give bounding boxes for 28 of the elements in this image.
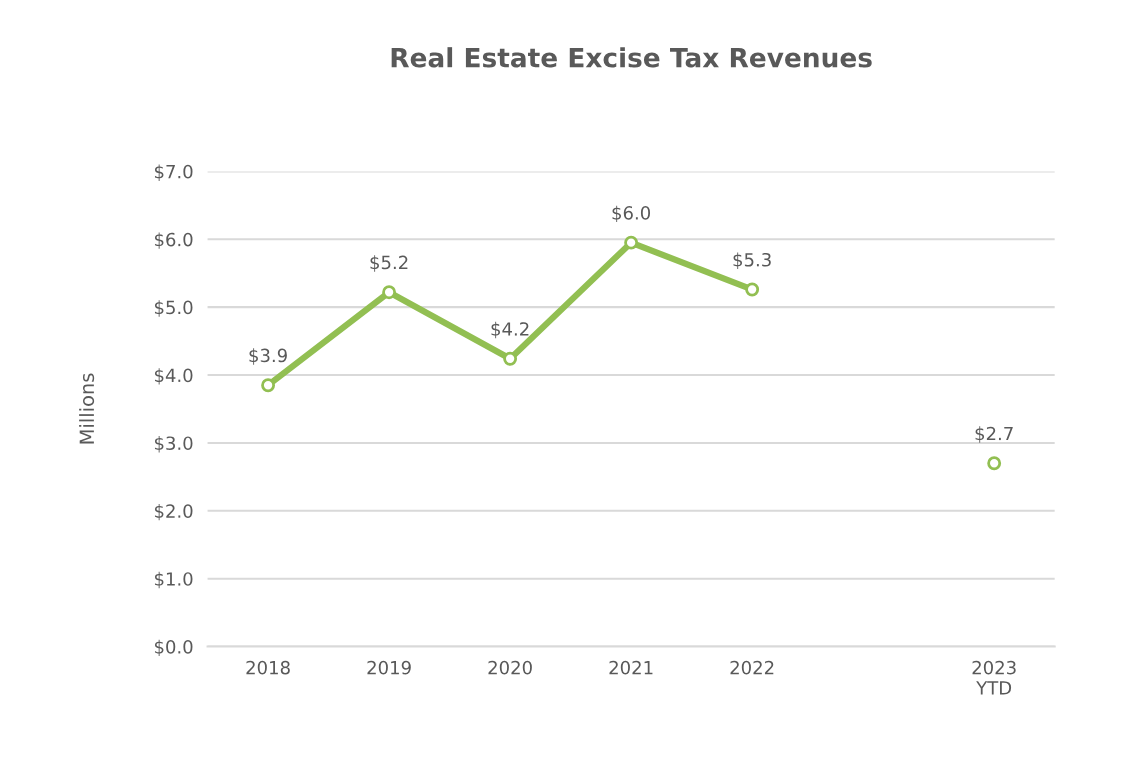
y-tick-label: $1.0 (154, 571, 193, 589)
y-axis-title: Millions (79, 373, 95, 444)
y-tick-label: $7.0 (154, 164, 193, 181)
point (745, 282, 760, 297)
y-tick-label: $2.0 (154, 503, 193, 521)
y-tick-label: $0.0 (154, 639, 193, 657)
point (261, 378, 276, 393)
point (382, 285, 397, 300)
data-label: $6.0 (612, 205, 651, 223)
point (987, 456, 1002, 471)
point (503, 351, 518, 366)
y-tick-label: $5.0 (154, 300, 193, 317)
x-tick-label: 2021 (609, 660, 653, 675)
x-tick-label: 2023 YTD (972, 660, 1016, 695)
data-label: $4.2 (491, 321, 529, 339)
y-tick-label: $3.0 (154, 436, 193, 453)
chart-title: Real Estate Excise Tax Revenues (391, 47, 872, 68)
point (624, 235, 639, 250)
x-tick-label: 2022 (730, 660, 774, 675)
data-label: $5.3 (733, 252, 771, 269)
data-label: $2.7 (975, 426, 1013, 443)
data-label: $3.9 (249, 348, 287, 365)
data-label: $5.2 (370, 255, 408, 272)
x-tick-label: 2019 (367, 660, 411, 675)
y-tick-label: $4.0 (154, 368, 193, 385)
y-tick-label: $6.0 (154, 232, 193, 249)
x-tick-label: 2018 (246, 660, 290, 675)
x-tick-label: 2020 (488, 660, 532, 675)
